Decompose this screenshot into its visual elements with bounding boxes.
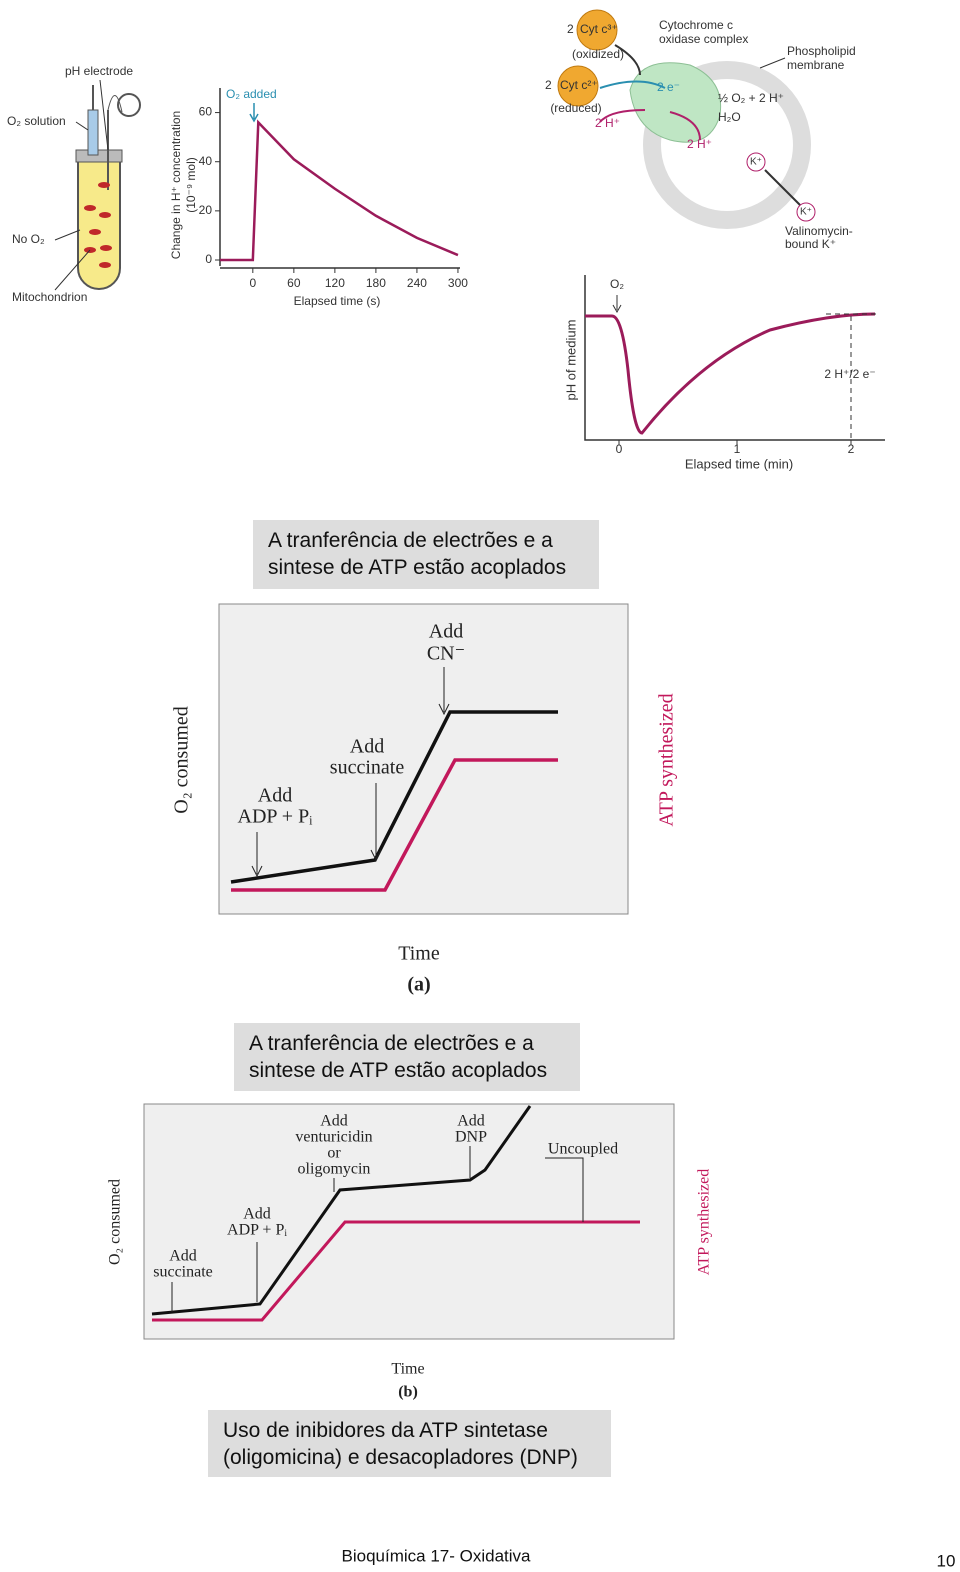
- label: 2 e⁻: [657, 80, 680, 94]
- label: Uncoupled: [548, 1141, 618, 1158]
- label: Cyt c³⁺: [580, 22, 618, 36]
- x-tick-label: 180: [366, 276, 386, 290]
- y-label: pH of medium: [563, 320, 578, 401]
- caption-line: Uso de inibidores da ATP sintetase: [223, 1419, 548, 1442]
- label: 2 H⁺: [595, 116, 620, 130]
- label: 2: [545, 78, 552, 92]
- label: pH electrode: [65, 64, 133, 78]
- membrane-diagram: 2 Cyt c³⁺ (oxidized) 2 Cyt c²⁺ (reduced)…: [545, 9, 856, 251]
- y-label: O₂ consumed: [107, 1179, 124, 1265]
- label: Add: [243, 1206, 271, 1223]
- label: CN⁻: [427, 643, 465, 665]
- label: Add: [258, 785, 292, 807]
- annotation: O₂ added: [226, 87, 277, 101]
- caption: A tranferência de electrões e a sintese d…: [253, 520, 599, 589]
- label: H₂O: [718, 110, 741, 124]
- caption-line: (oligomicina) e desacopladores (DNP): [223, 1446, 578, 1469]
- label: venturicidin: [295, 1129, 372, 1146]
- label: membrane: [787, 58, 845, 72]
- label: ADP + Pᵢ: [238, 806, 314, 828]
- x-tick-label: 1: [734, 442, 741, 456]
- panel-label: (a): [407, 974, 430, 996]
- y-tick-label: 0: [205, 252, 212, 266]
- apparatus: pH electrode O₂ solution No O₂ Mitochond…: [7, 64, 141, 304]
- y-tick-label: 60: [199, 105, 213, 119]
- label: Cytochrome c: [659, 18, 733, 32]
- caption-line: sintese de ATP estão acoplados: [268, 556, 567, 579]
- label: No O₂: [12, 232, 45, 246]
- label: (reduced): [550, 101, 601, 115]
- label: Add: [320, 1113, 348, 1130]
- y-label: O₂ consumed: [171, 706, 193, 814]
- figure-b: Add venturicidin or oligomycin Add DNP U…: [107, 1103, 713, 1401]
- x-label: Elapsed time (min): [685, 456, 793, 471]
- label: oxidase complex: [659, 32, 748, 46]
- axis: [219, 88, 460, 269]
- label: Mitochondrion: [12, 290, 87, 304]
- label: bound K⁺: [785, 237, 836, 251]
- x-tick-label: 0: [249, 276, 256, 290]
- x-tick-label: 60: [287, 276, 301, 290]
- caption-line: sintese de ATP estão acoplados: [249, 1059, 548, 1082]
- label: succinate: [330, 757, 405, 779]
- annotation: 2 H⁺/2 e⁻: [824, 367, 875, 381]
- figure-a: Add CN⁻ Add succinate Add ADP + Pᵢ O₂ co…: [171, 603, 678, 996]
- label: Add: [457, 1113, 485, 1130]
- panel-label: (b): [398, 1384, 418, 1401]
- label: oligomycin: [298, 1161, 371, 1178]
- label: DNP: [455, 1129, 487, 1146]
- h-plus-chart: O₂ added Change in H⁺ concentration (10⁻…: [169, 87, 468, 308]
- ph-chart: O₂ pH of medium Elapsed time (min) 2 H⁺/…: [563, 275, 885, 471]
- caption-line: A tranferência de electrões e a: [249, 1032, 534, 1055]
- x-label: Time: [391, 1361, 424, 1378]
- caption: Uso de inibidores da ATP sintetase (oligo…: [208, 1410, 611, 1477]
- label: O₂ solution: [7, 114, 66, 128]
- x-tick-label: 300: [448, 276, 468, 290]
- data-line: [220, 119, 459, 262]
- caption: A tranferência de electrões e a sintese d…: [234, 1023, 580, 1091]
- x-tick-label: 240: [407, 276, 427, 290]
- label: K⁺: [750, 157, 762, 168]
- caption-line: A tranferência de electrões e a: [268, 529, 553, 552]
- x-tick-label: 2: [848, 442, 855, 456]
- label: Cyt c²⁺: [560, 78, 598, 92]
- label: 2: [567, 22, 574, 36]
- y-label: ATP synthesized: [656, 693, 678, 826]
- y-label: (10⁻⁹ mol): [184, 157, 198, 212]
- x-label: Time: [398, 943, 440, 965]
- label: ADP + Pᵢ: [227, 1222, 287, 1239]
- label: or: [327, 1145, 341, 1162]
- y-tick-label: 20: [199, 203, 213, 217]
- x-tick-label: 120: [325, 276, 345, 290]
- label: Add: [169, 1248, 197, 1265]
- label: (oxidized): [572, 47, 624, 61]
- annotation: O₂: [610, 277, 624, 291]
- label: Phospholipid: [787, 44, 856, 58]
- y-label: Change in H⁺ concentration: [169, 111, 183, 259]
- y-tick-label: 40: [199, 154, 213, 168]
- label: 2 H⁺: [687, 137, 712, 151]
- label: Add: [429, 621, 463, 643]
- page-number: 10: [937, 1551, 956, 1570]
- x-label: Elapsed time (s): [294, 294, 381, 308]
- y-label: ATP synthesized: [696, 1169, 713, 1276]
- label: succinate: [153, 1264, 213, 1281]
- label: ½ O₂ + 2 H⁺: [718, 91, 784, 105]
- x-tick-label: 0: [616, 442, 623, 456]
- label: K⁺: [800, 207, 812, 218]
- label: Valinomycin-: [785, 224, 853, 238]
- footer: Bioquímica 17- Oxidativa: [342, 1546, 532, 1565]
- label: Add: [350, 736, 384, 758]
